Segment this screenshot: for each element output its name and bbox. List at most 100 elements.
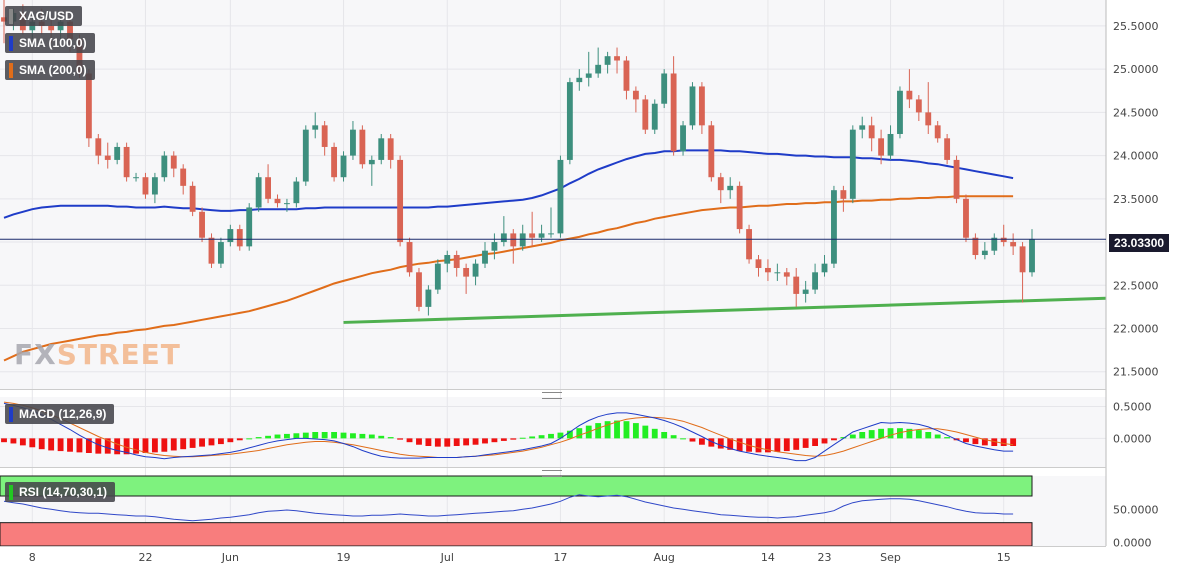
- candle-body: [302, 129, 309, 182]
- macd-histogram-bar: [802, 438, 809, 448]
- rsi-indicator: [0, 475, 1033, 547]
- symbol-label: XAG/USD: [19, 9, 74, 23]
- candle-body: [632, 90, 639, 100]
- candle-body: [246, 207, 253, 247]
- macd-histogram-bar: [821, 438, 828, 444]
- rsi-swatch: [9, 485, 13, 500]
- time-tick-label: 15: [997, 551, 1011, 564]
- macd-histogram-bar: [350, 433, 356, 439]
- candle-body: [774, 272, 781, 274]
- macd-histogram-bar: [934, 434, 941, 439]
- candle-body: [548, 233, 554, 235]
- candle-body: [170, 155, 177, 169]
- macd-resize-handle[interactable]: [542, 392, 562, 399]
- candle-body: [85, 73, 92, 139]
- candle-body: [397, 159, 404, 243]
- macd-histogram-bar: [1, 438, 7, 443]
- candle-body: [727, 185, 734, 191]
- candle-body: [123, 146, 130, 178]
- candles: [1, 0, 1035, 316]
- candle-body: [500, 233, 507, 243]
- candle-body: [350, 129, 356, 156]
- macd-histogram-bar: [981, 438, 988, 446]
- macd-histogram-bar: [538, 435, 545, 439]
- price-tick-label: 22.0000: [1113, 322, 1159, 335]
- candle-body: [265, 177, 271, 199]
- macd-histogram-bar: [48, 438, 55, 451]
- candle-body: [312, 125, 319, 130]
- candle-body: [925, 112, 932, 126]
- rsi-tick-label: 0.0000: [1113, 537, 1152, 550]
- candle-body: [812, 272, 819, 290]
- candle-body: [708, 125, 715, 178]
- macd-histogram-bar: [208, 438, 215, 446]
- macd-histogram-bar: [510, 438, 517, 440]
- candle-body: [472, 263, 479, 277]
- candle-body: [359, 129, 366, 165]
- macd-histogram-bar: [161, 438, 168, 452]
- time-tick-label: 17: [553, 551, 567, 564]
- macd-histogram-bar: [595, 423, 602, 439]
- macd-histogram-bar: [123, 438, 130, 455]
- macd-histogram-bar: [632, 423, 639, 439]
- macd-histogram-bar: [151, 438, 158, 453]
- macd-histogram-bar: [868, 430, 875, 439]
- macd-histogram-bar: [944, 437, 951, 439]
- macd-tick-label: 0.0000: [1113, 432, 1152, 445]
- macd-legend[interactable]: MACD (12,26,9): [5, 404, 115, 424]
- macd-signal-line: [3, 401, 1014, 458]
- macd-histogram-bar: [670, 435, 677, 439]
- candle-body: [944, 138, 951, 160]
- candle-body: [482, 250, 488, 264]
- candle-body: [1029, 239, 1035, 273]
- candle-body: [434, 263, 441, 290]
- candle-body: [142, 177, 149, 195]
- candle-body: [529, 233, 536, 238]
- macd-histogram-bar: [614, 420, 620, 439]
- sma100-swatch: [9, 36, 13, 51]
- candle-body: [651, 103, 658, 130]
- macd-histogram-bar: [170, 438, 177, 451]
- symbol-swatch: [9, 9, 13, 24]
- macd-histogram-bar: [576, 428, 583, 439]
- candle-body: [746, 229, 752, 260]
- time-tick-label: 14: [761, 551, 775, 564]
- macd-histogram-bar: [915, 430, 922, 439]
- candle-body: [510, 233, 517, 247]
- macd-histogram-bar: [491, 438, 498, 443]
- rsi-legend[interactable]: RSI (14,70,30,1): [5, 482, 116, 502]
- candle-body: [793, 276, 800, 294]
- macd-histogram-bar: [642, 425, 649, 439]
- macd-histogram-bar: [680, 438, 686, 440]
- macd-histogram-bar: [698, 438, 705, 445]
- macd-histogram-bar: [189, 438, 196, 448]
- macd-histogram-bar: [425, 438, 432, 446]
- grid: [0, 0, 1106, 546]
- symbol-tag[interactable]: XAG/USD: [5, 6, 82, 26]
- macd-histogram-bar: [604, 421, 611, 439]
- candle-body: [67, 21, 73, 39]
- macd-histogram-bar: [331, 432, 338, 439]
- candle-body: [963, 198, 969, 238]
- candle-body: [378, 138, 385, 160]
- candle-body: [897, 90, 903, 134]
- candle-body: [538, 233, 545, 238]
- rsi-oversold-zone: [0, 522, 1033, 547]
- macd-histogram-bar: [76, 438, 83, 453]
- macd-histogram-bar: [19, 438, 26, 446]
- sma200-legend[interactable]: SMA (200,0): [5, 60, 95, 80]
- macd-histogram-bar: [727, 438, 734, 450]
- rsi-resize-handle[interactable]: [542, 470, 562, 477]
- macd-histogram-bar: [887, 428, 894, 439]
- price-panel-bg: [0, 0, 1106, 389]
- candle-body: [255, 177, 262, 208]
- macd-histogram-bar: [463, 438, 470, 446]
- macd-histogram-bar: [972, 438, 979, 445]
- candle-body: [368, 159, 375, 165]
- macd-histogram-bar: [661, 432, 668, 439]
- macd-histogram-bar: [227, 438, 234, 443]
- macd-histogram-bar: [114, 438, 121, 455]
- macd-histogram-bar: [755, 438, 762, 453]
- fxstreet-watermark: FXSTREET: [14, 338, 181, 371]
- sma100-legend[interactable]: SMA (100,0): [5, 33, 95, 53]
